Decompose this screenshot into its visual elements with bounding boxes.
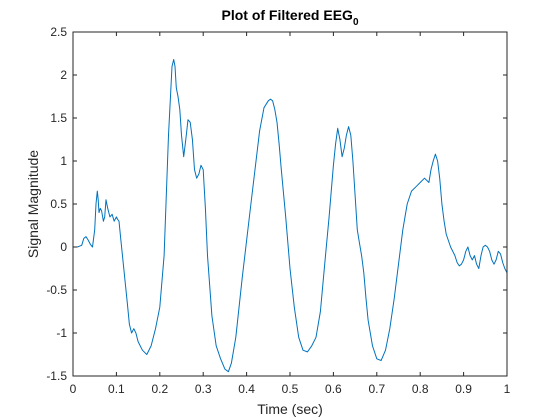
plot-area <box>73 32 507 376</box>
x-tick-label: 0.9 <box>455 382 472 396</box>
x-tick-label: 0.6 <box>325 382 342 396</box>
eeg-signal-line <box>73 59 508 373</box>
y-tick-label: -1 <box>56 326 67 340</box>
x-tick-label: 0.2 <box>151 382 168 396</box>
y-tick-label: 0.5 <box>50 197 67 211</box>
y-tick-label: 0 <box>60 240 67 254</box>
chart-title-subscript: 0 <box>353 17 359 28</box>
x-axis-ticks: 0 0.1 0.2 0.3 0.4 0.5 0.6 0.7 0.8 0.9 1 <box>70 32 511 396</box>
y-tick-label: -0.5 <box>46 283 67 297</box>
data-layer <box>73 59 508 373</box>
y-tick-label: 2.5 <box>50 25 67 39</box>
y-axis-ticks: -1.5 -1 -0.5 0 0.5 1 1.5 2 2.5 <box>46 25 507 383</box>
y-tick-label: 1 <box>60 154 67 168</box>
chart-title-base: Plot of Filtered EEG <box>221 7 353 23</box>
y-tick-label: 2 <box>60 68 67 82</box>
x-tick-label: 0.8 <box>412 382 429 396</box>
x-tick-label: 1 <box>504 382 511 396</box>
x-tick-label: 0.4 <box>238 382 255 396</box>
y-tick-label: 1.5 <box>50 111 67 125</box>
x-tick-label: 0.5 <box>282 382 299 396</box>
y-tick-label: -1.5 <box>46 369 67 383</box>
x-tick-label: 0.1 <box>108 382 125 396</box>
x-tick-label: 0.3 <box>195 382 212 396</box>
x-axis-label: Time (sec) <box>257 401 323 417</box>
y-axis-label: Signal Magnitude <box>25 150 41 258</box>
x-tick-label: 0 <box>70 382 77 396</box>
chart-title: Plot of Filtered EEG0 <box>221 7 358 28</box>
x-tick-label: 0.7 <box>368 382 385 396</box>
